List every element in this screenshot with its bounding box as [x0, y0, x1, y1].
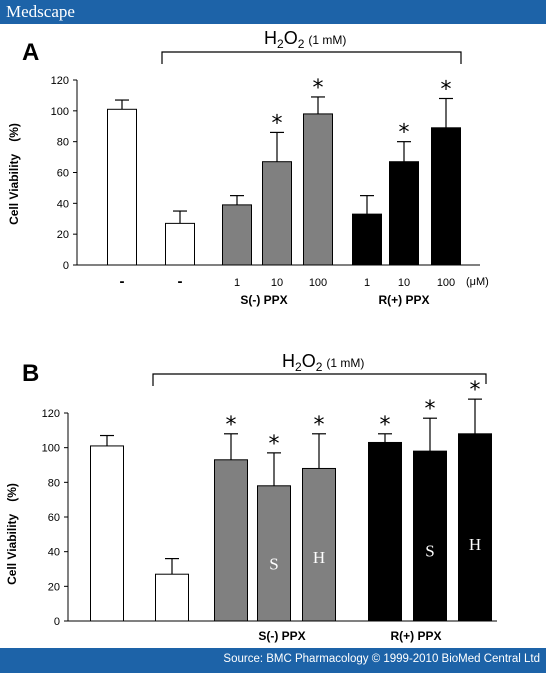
panel-b-bar: [458, 433, 492, 622]
panel-a-y-tick-label: 80: [57, 137, 69, 149]
panel-a-category-label: 1: [364, 277, 370, 289]
footer-banner: Source: BMC Pharmacology © 1999-2010 Bio…: [0, 648, 546, 673]
panel-b-significance-star: *: [314, 413, 325, 438]
panel-a-y-tick-label: 120: [51, 75, 69, 87]
source-credit: Source: BMC Pharmacology © 1999-2010 Bio…: [223, 653, 540, 665]
panel-a-bars: * * * *: [107, 76, 461, 266]
panel-b-treatment-label: H2O2 (1 mM): [282, 351, 364, 374]
panel-a-bar: [107, 108, 137, 266]
panel-b-treatment-bracket: [152, 373, 487, 386]
panel-a-significance-star: *: [441, 78, 452, 103]
panel-b-bar-text: S: [269, 555, 278, 574]
panel-b-group-s-label: S(-) PPX: [258, 629, 305, 643]
panel-a-category-label: 10: [271, 277, 283, 289]
panel-a-category-label: 100: [309, 277, 327, 289]
panel-b-y-tick-label: 60: [48, 512, 60, 524]
panel-b-bar: [368, 441, 402, 622]
panel-b-y-tick-label: 20: [48, 581, 60, 593]
brand-logo-text: Medscape: [6, 2, 75, 21]
panel-a-axes: 0 20 40 60 80 100 120 - - 1 10 100 1 10 100: [51, 75, 480, 290]
panel-a-bar: [262, 161, 292, 266]
panel-b-significance-star: *: [269, 432, 280, 457]
panel-a-treatment-bracket: [161, 51, 462, 64]
panel-a-bar: [303, 113, 333, 266]
panel-b-y-tick-label: 120: [42, 408, 60, 420]
panel-b-y-tick-label: 40: [48, 547, 60, 559]
panel-a-group-r-label: R(+) PPX: [378, 293, 429, 307]
panel-a-significance-star: *: [399, 121, 410, 146]
panel-a-significance-star: *: [313, 76, 324, 101]
panel-b-group-r-label: R(+) PPX: [390, 629, 441, 643]
panel-a-unit-label: (μM): [466, 276, 489, 288]
panel-a-significance-star: *: [272, 111, 283, 136]
panel-a-treatment-label: H2O2 (1 mM): [264, 28, 346, 51]
panel-b-bar: [413, 450, 447, 622]
panel-b-bar: [155, 573, 189, 622]
panel-b-ylabel: Cell Viability(%): [5, 483, 19, 585]
panel-b-bar-text: H: [469, 535, 481, 554]
panel-b-bars: * * S * H * * S * H: [90, 378, 492, 622]
panel-b-bar: [302, 467, 336, 622]
panel-a: A H2O2 (1 mM) 0 20 40 60 80 100 120 - - 1 10 100 1 10 1…: [7, 28, 489, 307]
panel-a-label: A: [22, 39, 39, 66]
top-banner: Medscape: [0, 0, 546, 24]
panel-a-bar: [431, 127, 461, 266]
panel-b-bar-text: H: [313, 548, 325, 567]
panel-a-group-s-label: S(-) PPX: [240, 293, 287, 307]
panel-b-label: B: [22, 360, 39, 387]
panel-a-y-tick-label: 40: [57, 198, 69, 210]
panel-b-bar: [90, 445, 124, 622]
panel-b-y-tick-label: 0: [54, 616, 60, 628]
panel-b-dose: (1 mM): [326, 356, 364, 370]
panel-b-y-tick-label: 100: [42, 443, 60, 455]
figure-canvas: A H2O2 (1 mM) 0 20 40 60 80 100 120 - - 1 10 100 1 10 1…: [5, 28, 497, 643]
panel-b-significance-star: *: [470, 378, 481, 403]
panel-b-bar: [257, 485, 291, 622]
panel-b-bar-text: S: [425, 541, 434, 560]
panel-a-bar: [352, 213, 382, 266]
panel-b-y-tick-label: 80: [48, 477, 60, 489]
panel-a-y-tick-label: 0: [63, 260, 69, 272]
panel-a-y-tick-label: 20: [57, 229, 69, 241]
panel-b-bar: [214, 459, 248, 622]
panel-a-category-label: -: [120, 273, 125, 290]
panel-a-dose: (1 mM): [308, 33, 346, 47]
panel-a-category-label: -: [178, 273, 183, 290]
panel-a-y-tick-label: 60: [57, 168, 69, 180]
panel-a-bar: [165, 222, 195, 266]
panel-b-significance-star: *: [425, 397, 436, 422]
panel-a-bar: [389, 161, 419, 266]
panel-b-significance-star: *: [380, 413, 391, 438]
panel-a-bar: [222, 204, 252, 266]
panel-a-category-label: 1: [234, 277, 240, 289]
panel-a-category-label: 10: [398, 277, 410, 289]
panel-a-ylabel: Cell Viability(%): [7, 123, 21, 225]
panel-b-significance-star: *: [226, 413, 237, 438]
panel-a-y-tick-label: 100: [51, 106, 69, 118]
panel-a-category-label: 100: [437, 277, 455, 289]
